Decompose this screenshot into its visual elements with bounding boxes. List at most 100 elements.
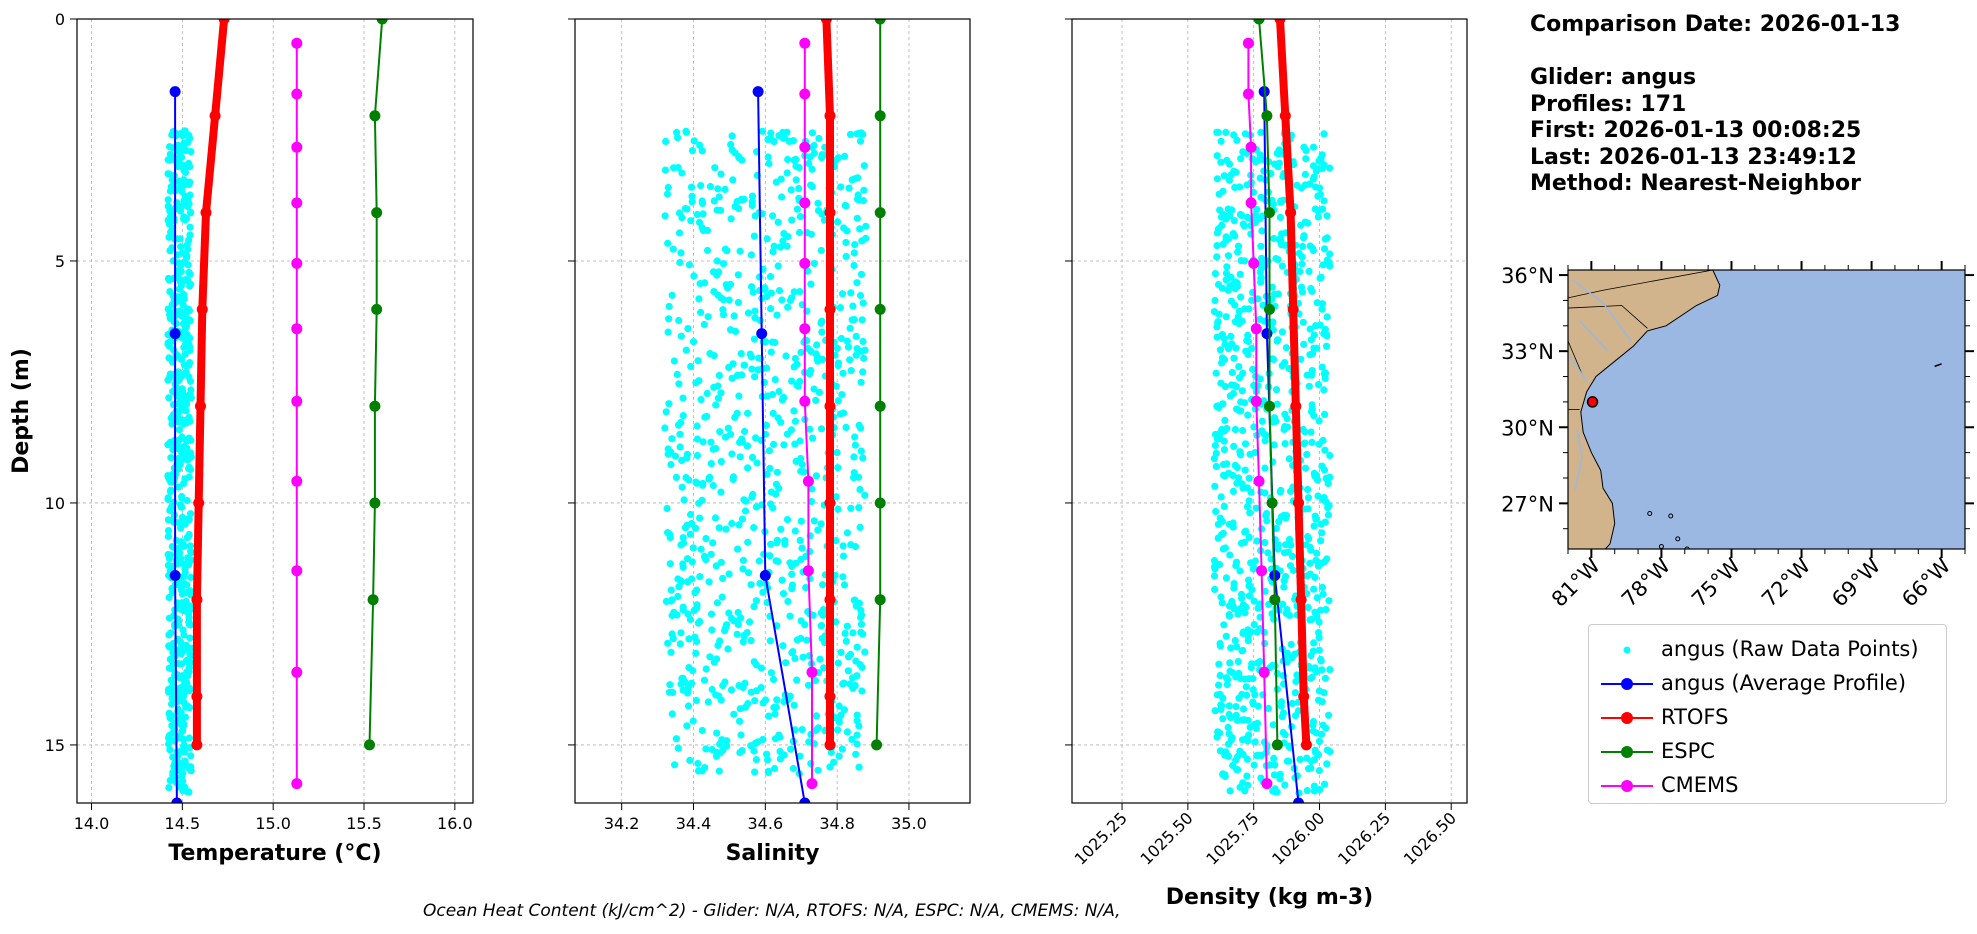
raw-data-point (1319, 590, 1327, 598)
raw-data-point (1243, 772, 1251, 780)
raw-data-point (168, 584, 176, 593)
raw-data-point (696, 141, 704, 149)
raw-data-point (1269, 721, 1277, 729)
raw-data-point (749, 490, 757, 499)
raw-data-point (1252, 504, 1260, 512)
raw-data-point (830, 758, 838, 766)
raw-data-point (1227, 332, 1235, 340)
raw-data-point (767, 348, 775, 356)
raw-data-point (186, 652, 195, 660)
raw-data-point (661, 212, 669, 220)
raw-data-point (1241, 257, 1249, 265)
raw-data-point (807, 280, 815, 288)
raw-data-point (748, 365, 756, 373)
raw-data-point (186, 208, 195, 216)
legend-label-espc: ESPC (1661, 739, 1715, 763)
raw-data-point (789, 137, 797, 145)
x-tick-label: 14.0 (74, 814, 110, 833)
raw-data-point (1256, 600, 1264, 608)
raw-data-point (186, 223, 194, 231)
raw-data-point (1305, 765, 1313, 773)
raw-data-point (846, 356, 854, 364)
raw-data-point (779, 590, 788, 598)
raw-data-point (1270, 441, 1278, 449)
raw-data-point (170, 401, 178, 409)
raw-data-point (1268, 355, 1277, 363)
raw-data-point (1261, 639, 1269, 648)
raw-data-point (1219, 240, 1227, 248)
espc-profile-marker (1264, 303, 1275, 315)
raw-data-point (840, 581, 849, 589)
raw-data-point (744, 464, 752, 472)
rtofs-profile-marker (1274, 19, 1286, 25)
raw-data-point (187, 148, 195, 156)
raw-data-point (833, 449, 841, 457)
raw-data-point (187, 752, 195, 760)
raw-data-point (1214, 402, 1222, 410)
raw-data-point (177, 721, 185, 729)
raw-data-point (1310, 412, 1318, 420)
raw-data-point (668, 611, 676, 620)
raw-data-point (1322, 498, 1330, 506)
raw-data-point (186, 542, 194, 550)
raw-data-point (1310, 522, 1318, 530)
raw-data-point (693, 210, 701, 219)
raw-data-point (1297, 355, 1305, 363)
river (1572, 279, 1632, 342)
raw-data-point (1224, 205, 1232, 213)
raw-data-point (1250, 761, 1258, 769)
plot-area (575, 19, 970, 803)
raw-data-point (738, 515, 747, 523)
raw-data-point (837, 648, 845, 657)
raw-data-point (832, 382, 840, 390)
raw-data-point (1220, 621, 1228, 629)
raw-data-point (840, 409, 848, 417)
raw-data-point (700, 676, 709, 684)
cmems-profile-marker (291, 141, 303, 153)
raw-data-point (853, 643, 861, 651)
raw-data-point (728, 374, 736, 382)
raw-data-point (772, 703, 780, 711)
raw-data-point (750, 232, 758, 240)
raw-data-point (1321, 780, 1329, 788)
raw-data-point (180, 479, 188, 487)
raw-data-point (1302, 541, 1310, 549)
rtofs-profile-marker (824, 497, 836, 509)
raw-data-point (1225, 702, 1233, 710)
raw-data-point (1217, 137, 1225, 145)
raw-data-point (1306, 570, 1314, 578)
raw-data-point (1276, 775, 1284, 783)
raw-data-point (795, 184, 803, 193)
raw-data-point (165, 740, 173, 748)
raw-data-point (739, 556, 748, 565)
raw-data-point (1318, 666, 1326, 674)
raw-data-point (667, 586, 675, 594)
raw-data-point (1222, 313, 1230, 321)
raw-data-point (773, 468, 781, 476)
legend-entry-glider: angus (Average Profile) (1589, 667, 1946, 701)
raw-data-point (165, 220, 173, 228)
raw-data-point (775, 484, 783, 492)
raw-data-point (692, 524, 700, 532)
raw-data-point (774, 557, 782, 566)
raw-data-point (1307, 336, 1315, 344)
raw-data-point (1236, 210, 1244, 219)
raw-data-point (1309, 162, 1318, 170)
raw-data-point (835, 752, 843, 760)
raw-data-point (1231, 425, 1239, 434)
raw-data-point (1212, 369, 1220, 377)
raw-data-point (1245, 474, 1253, 482)
raw-data-point (1225, 160, 1234, 168)
raw-data-point (843, 622, 851, 630)
raw-data-point (694, 619, 703, 627)
last-time: Last: 2026-01-13 23:49:12 (1530, 144, 1857, 170)
raw-data-point (847, 504, 855, 512)
raw-data-point (677, 629, 685, 637)
raw-data-point (730, 710, 738, 718)
raw-data-point (1219, 210, 1227, 219)
raw-data-point (1320, 386, 1328, 394)
raw-data-point (1303, 450, 1311, 458)
raw-data-point (810, 259, 819, 268)
raw-data-point (1298, 260, 1306, 268)
raw-data-point (1296, 267, 1304, 276)
